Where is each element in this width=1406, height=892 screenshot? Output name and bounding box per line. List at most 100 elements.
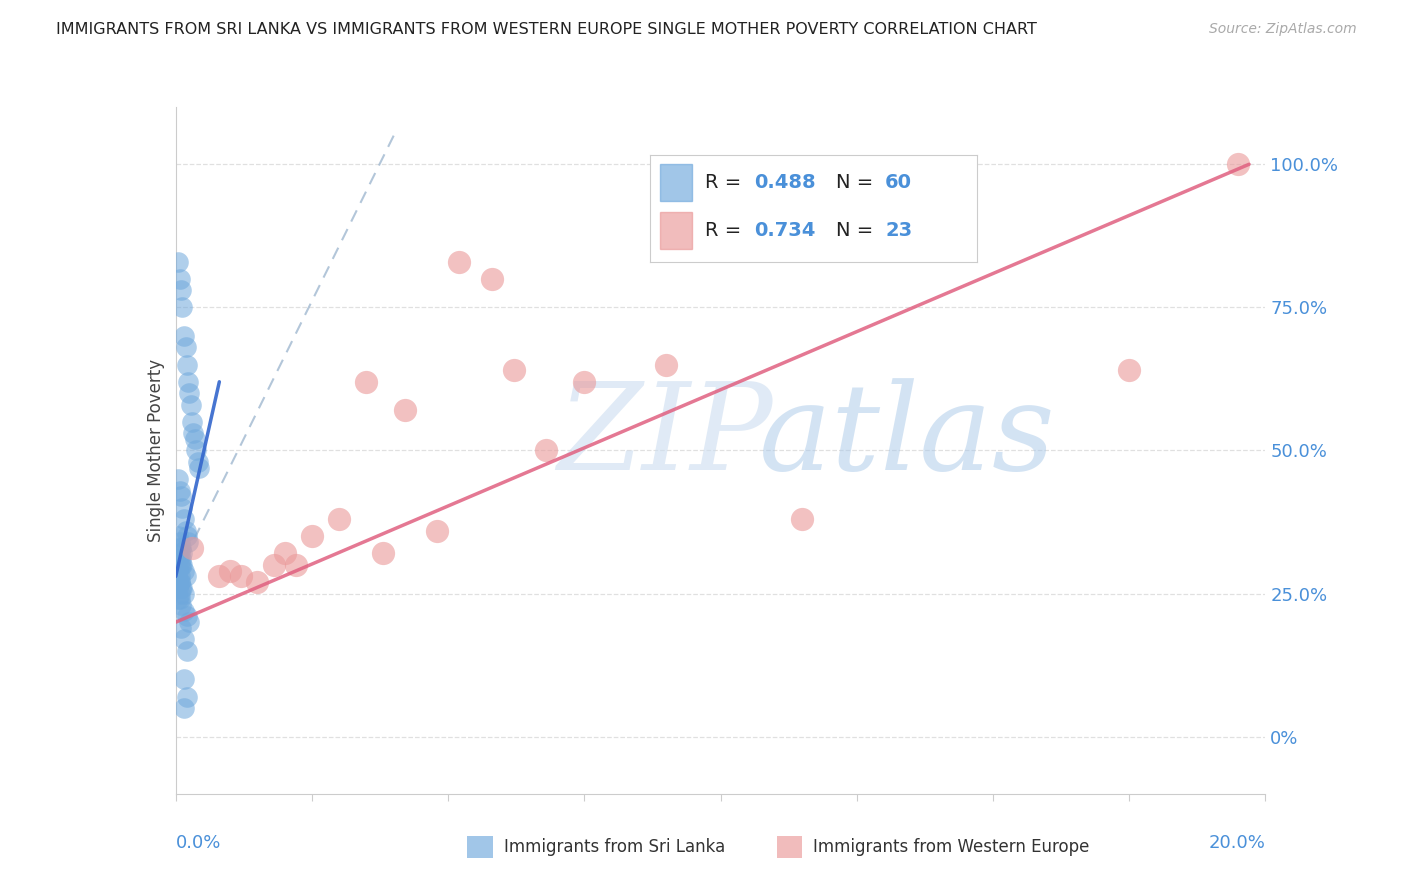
Point [173,329,195,343]
Point [655,358,678,372]
Point [246,575,269,590]
Point [169,535,191,549]
Point [176,644,198,658]
Text: 60: 60 [886,173,912,192]
Text: 20.0%: 20.0% [1209,834,1265,852]
Point [167,254,190,268]
Point [172,581,194,595]
Point [167,541,190,555]
Point [169,558,191,572]
Point [1118,363,1140,377]
Y-axis label: Single Mother Poverty: Single Mother Poverty [146,359,165,542]
Point [173,701,195,715]
Point [170,621,193,635]
Point [172,546,194,561]
Text: N =: N = [837,220,880,240]
Point [174,340,197,354]
Point [481,271,503,285]
Point [328,512,350,526]
Point [176,609,198,624]
Point [574,375,596,389]
Text: Immigrants from Sri Lanka: Immigrants from Sri Lanka [503,838,725,856]
Point [186,443,208,458]
Bar [659,163,692,201]
Text: R =: R = [706,173,748,192]
Point [170,489,193,503]
Point [173,586,195,600]
Point [167,564,190,578]
Point [173,673,195,687]
Point [167,575,190,590]
Point [172,500,194,515]
Point [172,301,194,315]
Point [179,615,201,630]
Point [173,512,195,526]
Text: atlas: atlas [759,378,1056,495]
Point [394,403,416,417]
Point [169,483,191,498]
Point [174,524,197,538]
Point [176,358,198,372]
Point [177,375,200,389]
Point [167,552,190,566]
Text: Immigrants from Western Europe: Immigrants from Western Europe [813,838,1090,856]
Point [502,363,524,377]
Point [170,581,193,595]
Point [792,512,814,526]
Point [181,541,204,555]
Point [186,455,209,469]
Point [208,569,231,583]
Point [274,546,297,561]
Point [219,564,242,578]
Point [169,575,191,590]
Point [167,575,190,590]
Bar [659,211,692,249]
Point [167,529,190,543]
Text: Source: ZipAtlas.com: Source: ZipAtlas.com [1209,22,1357,37]
Text: 0.488: 0.488 [755,173,815,192]
Point [169,586,191,600]
Point [170,558,193,572]
Point [173,604,195,618]
Point [169,569,191,583]
Point [180,398,202,412]
Point [170,598,193,612]
Point [447,254,470,268]
Point [176,529,198,543]
Point [174,569,197,583]
Point [534,443,557,458]
Point [181,415,204,429]
Point [301,529,323,543]
Text: 0.734: 0.734 [755,220,815,240]
Point [167,592,190,607]
Point [187,460,209,475]
Point [167,472,190,486]
Point [170,283,193,297]
Point [181,426,204,441]
Point [263,558,285,572]
Point [176,690,198,704]
Text: R =: R = [706,220,748,240]
Point [169,592,191,607]
Text: 23: 23 [886,220,912,240]
Text: N =: N = [837,173,880,192]
Point [177,535,200,549]
Point [169,546,191,561]
Point [170,541,193,555]
Point [173,632,195,647]
Point [179,386,201,401]
Point [426,524,449,538]
Point [173,564,195,578]
Point [184,432,207,446]
Text: IMMIGRANTS FROM SRI LANKA VS IMMIGRANTS FROM WESTERN EUROPE SINGLE MOTHER POVERT: IMMIGRANTS FROM SRI LANKA VS IMMIGRANTS … [56,22,1038,37]
Point [169,575,191,590]
Point [169,271,191,285]
Text: 0.0%: 0.0% [176,834,221,852]
Point [371,546,394,561]
Point [231,569,253,583]
Point [1227,157,1250,171]
Point [284,558,307,572]
Point [356,375,378,389]
Point [170,552,193,566]
Point [167,581,190,595]
